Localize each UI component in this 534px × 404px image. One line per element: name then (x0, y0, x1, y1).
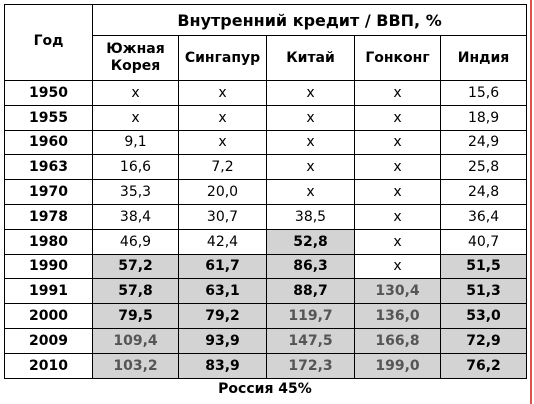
credit-table: Год Внутренний кредит / ВВП, % Южная Кор… (4, 4, 528, 379)
value-cell: 53,0 (439, 303, 528, 329)
table-row: 2009 109,4 93,9 147,5 166,8 72,9 (4, 327, 528, 354)
value-cell: 46,9 (92, 228, 179, 255)
value-cell: 76,2 (439, 352, 528, 379)
value-cell: 25,8 (439, 154, 528, 181)
value-cell: x (266, 179, 355, 205)
value-cell: x (92, 80, 179, 106)
value-cell: 93,9 (178, 327, 267, 354)
value-cell: x (354, 179, 441, 205)
table-row: 2010 103,2 83,9 172,3 199,0 76,2 (4, 352, 528, 379)
year-cell: 1955 (4, 104, 93, 131)
value-cell: 147,5 (266, 327, 355, 354)
column-header: Индия (439, 35, 528, 81)
value-cell: x (354, 129, 441, 156)
column-header: Китай (266, 35, 355, 81)
value-cell: 7,2 (178, 154, 267, 181)
value-cell: x (92, 104, 179, 131)
value-cell: 30,7 (178, 203, 267, 230)
value-cell: 57,8 (92, 278, 179, 305)
value-cell: 15,6 (439, 80, 528, 106)
table-row: 2000 79,5 79,2 119,7 136,0 53,0 (4, 303, 528, 329)
table-row: 1990 57,2 61,7 86,3 x 51,5 (4, 253, 528, 280)
value-cell: x (354, 253, 441, 280)
value-cell: 79,5 (92, 303, 179, 329)
value-cell: x (178, 104, 267, 131)
value-cell: x (354, 80, 441, 106)
value-cell: x (266, 154, 355, 181)
year-cell: 1950 (4, 80, 93, 106)
table-row: 1950 x x x x 15,6 (4, 80, 528, 106)
table-row: 1955 x x x x 18,9 (4, 104, 528, 131)
value-cell: x (354, 228, 441, 255)
table-row: 1980 46,9 42,4 52,8 x 40,7 (4, 228, 528, 255)
value-cell: 199,0 (354, 352, 441, 379)
value-cell: 38,5 (266, 203, 355, 230)
value-cell: x (178, 80, 267, 106)
edge-line (530, 0, 532, 404)
value-cell: x (266, 129, 355, 156)
value-cell: 119,7 (266, 303, 355, 329)
table-row: 1970 35,3 20,0 x x 24,8 (4, 179, 528, 205)
value-cell: 9,1 (92, 129, 179, 156)
year-cell: 1980 (4, 228, 93, 255)
table-title: Внутренний кредит / ВВП, % (91, 4, 528, 36)
value-cell: x (354, 203, 441, 230)
value-cell: 88,7 (266, 278, 355, 305)
value-cell: 136,0 (354, 303, 441, 329)
year-cell: 1990 (4, 253, 93, 280)
value-cell: 51,5 (439, 253, 528, 280)
value-cell: 103,2 (92, 352, 179, 379)
value-cell: 72,9 (439, 327, 528, 354)
value-cell: 24,8 (439, 179, 528, 205)
value-cell: x (266, 104, 355, 131)
year-cell: 2000 (4, 303, 93, 329)
year-cell: 2009 (4, 327, 93, 354)
year-cell: 1960 (4, 129, 93, 156)
value-cell: 16,6 (92, 154, 179, 181)
column-header: Южная Корея (92, 35, 179, 81)
value-cell: 40,7 (439, 228, 528, 255)
table-row: 1991 57,8 63,1 88,7 130,4 51,3 (4, 278, 528, 305)
year-cell: 1978 (4, 203, 93, 230)
table-row: 1963 16,6 7,2 x x 25,8 (4, 154, 528, 181)
value-cell: 166,8 (354, 327, 441, 354)
table-row: 1978 38,4 30,7 38,5 x 36,4 (4, 203, 528, 230)
value-cell: 35,3 (92, 179, 179, 205)
year-header: Год (4, 4, 93, 81)
footer-note: Россия 45% (218, 381, 312, 397)
value-cell: 20,0 (178, 179, 267, 205)
column-header: Гонконг (354, 35, 441, 81)
value-cell: 172,3 (266, 352, 355, 379)
value-cell: 83,9 (178, 352, 267, 379)
value-cell: 61,7 (178, 253, 267, 280)
value-cell: x (266, 80, 355, 106)
value-cell: 42,4 (178, 228, 267, 255)
column-header: Сингапур (178, 35, 267, 81)
value-cell: x (178, 129, 267, 156)
value-cell: 38,4 (92, 203, 179, 230)
value-cell: 57,2 (92, 253, 179, 280)
year-cell: 2010 (4, 352, 93, 379)
year-cell: 1991 (4, 278, 93, 305)
value-cell: 130,4 (354, 278, 441, 305)
value-cell: 109,4 (92, 327, 179, 354)
value-cell: 86,3 (266, 253, 355, 280)
value-cell: 51,3 (439, 278, 528, 305)
year-cell: 1970 (4, 179, 93, 205)
value-cell: 36,4 (439, 203, 528, 230)
value-cell: 24,9 (439, 129, 528, 156)
year-cell: 1963 (4, 154, 93, 181)
value-cell: 52,8 (266, 228, 355, 255)
value-cell: x (354, 154, 441, 181)
value-cell: 79,2 (178, 303, 267, 329)
value-cell: 18,9 (439, 104, 528, 131)
value-cell: x (354, 104, 441, 131)
table-row: 1960 9,1 x x x 24,9 (4, 129, 528, 156)
value-cell: 63,1 (178, 278, 267, 305)
